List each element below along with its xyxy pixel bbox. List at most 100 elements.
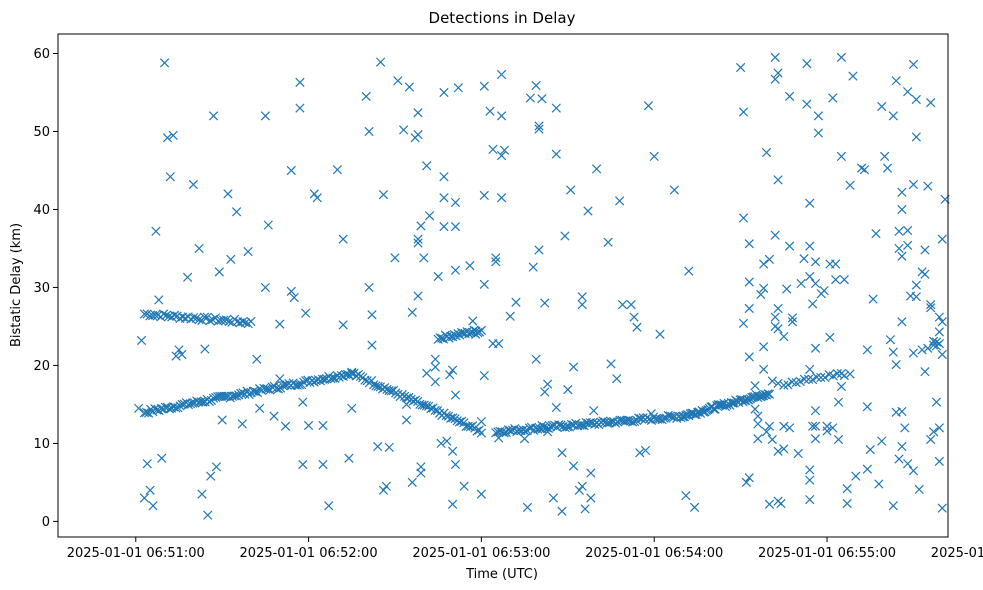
data-point-259 <box>562 422 572 432</box>
data-point-590 <box>750 381 760 391</box>
y-tick-label: 60 <box>33 47 50 62</box>
data-point-614 <box>773 175 783 185</box>
data-point-648 <box>810 406 821 416</box>
data-point-545 <box>557 506 567 516</box>
data-point-515 <box>491 257 501 267</box>
data-point-574 <box>649 151 659 162</box>
data-point-677 <box>862 402 872 412</box>
data-point-517 <box>494 338 504 349</box>
data-point-707 <box>903 240 913 250</box>
plot-frame <box>57 33 949 538</box>
data-point-498 <box>450 265 461 275</box>
data-point-585 <box>744 239 754 249</box>
x-axis-label: Time (UTC) <box>465 567 538 582</box>
data-point-433 <box>289 292 299 303</box>
data-point-711 <box>908 348 919 358</box>
data-point-25 <box>208 315 218 325</box>
data-point-665 <box>836 381 847 392</box>
data-point-394 <box>145 485 155 495</box>
data-point-675 <box>859 165 870 175</box>
data-point-440 <box>309 189 319 199</box>
data-point-645 <box>810 343 821 353</box>
data-point-22 <box>199 312 210 322</box>
data-point-594 <box>753 411 763 421</box>
data-point-681 <box>871 229 881 239</box>
data-point-183 <box>441 411 451 421</box>
data-point-714 <box>911 132 921 142</box>
data-point-510 <box>479 279 489 289</box>
data-point-730 <box>928 427 939 437</box>
data-point-679 <box>865 445 875 455</box>
data-point-410 <box>200 344 210 354</box>
data-point-403 <box>171 351 181 361</box>
data-point-518 <box>494 433 504 443</box>
data-point-690 <box>888 501 898 511</box>
y-tick-label: 40 <box>33 203 50 218</box>
data-point-430 <box>280 421 291 431</box>
data-point-713 <box>911 94 921 105</box>
data-point-582 <box>738 107 749 117</box>
data-point-467 <box>407 307 417 318</box>
data-point-438 <box>301 308 311 318</box>
data-point-381 <box>803 374 814 384</box>
data-point-742 <box>937 349 947 360</box>
data-point-595 <box>756 289 766 300</box>
data-point-721 <box>920 367 930 377</box>
data-point-485 <box>433 271 443 282</box>
data-point-661 <box>833 397 844 407</box>
data-point-0 <box>139 309 150 319</box>
data-point-682 <box>874 479 884 489</box>
data-point-448 <box>344 453 354 463</box>
plot-area <box>134 52 950 520</box>
data-point-544 <box>551 402 561 413</box>
data-point-653 <box>822 421 832 431</box>
data-point-114 <box>294 380 305 390</box>
data-point-521 <box>496 193 507 203</box>
data-point-473 <box>413 234 423 244</box>
data-point-265 <box>575 420 585 430</box>
data-point-84 <box>231 391 242 401</box>
data-point-29 <box>219 315 229 325</box>
data-point-526 <box>519 434 530 444</box>
data-point-732 <box>931 337 942 347</box>
data-point-660 <box>831 259 841 269</box>
data-point-546 <box>557 448 567 458</box>
data-point-647 <box>810 434 821 444</box>
data-point-501 <box>453 83 463 93</box>
data-point-555 <box>577 292 587 302</box>
data-point-739 <box>934 338 944 349</box>
data-point-37 <box>240 318 251 328</box>
data-point-483 <box>430 362 440 372</box>
data-point-157 <box>384 385 394 396</box>
data-point-380 <box>799 374 810 384</box>
data-point-696 <box>894 454 904 464</box>
data-point-396 <box>151 226 161 236</box>
data-point-734 <box>931 397 942 407</box>
x-tick-label: 2025-01-01 06:51:00 <box>67 546 205 561</box>
data-point-658 <box>828 93 838 103</box>
data-point-390 <box>134 403 144 413</box>
data-point-502 <box>459 481 469 491</box>
data-point-482 <box>430 377 440 387</box>
data-point-626 <box>784 423 795 433</box>
data-point-706 <box>903 225 913 236</box>
data-point-513 <box>488 144 498 155</box>
y-axis-label: Bistatic Delay (km) <box>9 223 24 347</box>
data-point-705 <box>903 87 913 97</box>
data-point-428 <box>275 374 285 384</box>
data-point-414 <box>211 462 222 472</box>
data-point-466 <box>404 82 415 92</box>
data-point-258 <box>560 422 570 433</box>
data-point-686 <box>882 163 893 173</box>
data-point-603 <box>764 421 775 431</box>
data-point-575 <box>655 329 665 339</box>
data-point-738 <box>934 327 944 337</box>
data-point-468 <box>407 477 417 488</box>
data-point-724 <box>923 343 933 353</box>
x-tick-label: 2025-01-01 06:56:00 <box>931 546 983 561</box>
data-point-407 <box>188 179 198 190</box>
data-point-395 <box>148 501 158 511</box>
data-point-579 <box>689 502 700 512</box>
data-point-406 <box>182 272 193 282</box>
data-point-464 <box>401 399 412 410</box>
